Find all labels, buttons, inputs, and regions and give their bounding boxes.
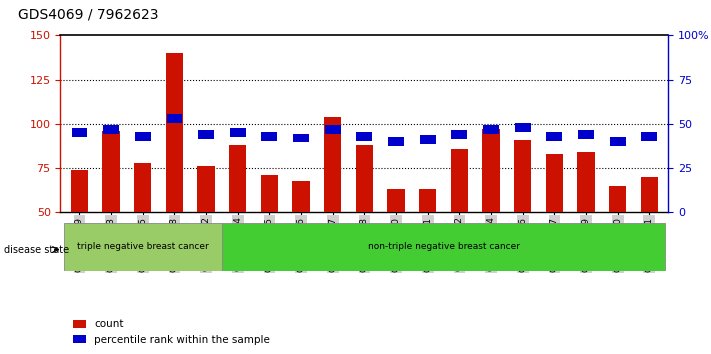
Bar <box>515 123 530 132</box>
Bar <box>198 130 214 139</box>
Bar <box>262 132 277 141</box>
Bar <box>293 134 309 143</box>
Bar <box>641 132 657 141</box>
Bar <box>72 129 87 137</box>
Bar <box>547 132 562 141</box>
Bar <box>261 175 278 212</box>
Bar <box>610 137 626 146</box>
Bar <box>70 170 88 212</box>
Bar <box>545 154 563 212</box>
Bar <box>166 53 183 212</box>
Bar <box>387 189 405 212</box>
Bar <box>102 131 119 212</box>
Bar <box>198 166 215 212</box>
Bar <box>641 177 658 212</box>
FancyBboxPatch shape <box>222 223 665 271</box>
Bar <box>135 132 151 141</box>
Bar <box>134 163 151 212</box>
Text: disease state: disease state <box>4 245 69 255</box>
FancyBboxPatch shape <box>63 223 222 271</box>
Bar <box>230 129 246 137</box>
Text: triple negative breast cancer: triple negative breast cancer <box>77 242 208 251</box>
Bar <box>419 189 437 212</box>
Bar <box>419 135 436 144</box>
Bar <box>324 117 341 212</box>
Bar <box>514 140 531 212</box>
Bar <box>388 137 404 146</box>
Bar <box>166 114 182 123</box>
Bar <box>483 125 499 133</box>
Text: GDS4069 / 7962623: GDS4069 / 7962623 <box>18 7 159 21</box>
Bar <box>609 186 626 212</box>
Bar <box>578 130 594 139</box>
Bar <box>103 125 119 133</box>
Bar <box>482 129 500 212</box>
Bar <box>292 181 310 212</box>
Bar <box>356 132 373 141</box>
Text: non-triple negative breast cancer: non-triple negative breast cancer <box>368 242 520 251</box>
Bar <box>325 125 341 133</box>
Bar <box>229 145 247 212</box>
Bar <box>451 130 467 139</box>
Legend: count, percentile rank within the sample: count, percentile rank within the sample <box>69 315 274 349</box>
Bar <box>451 149 468 212</box>
Bar <box>577 152 594 212</box>
Bar <box>356 145 373 212</box>
